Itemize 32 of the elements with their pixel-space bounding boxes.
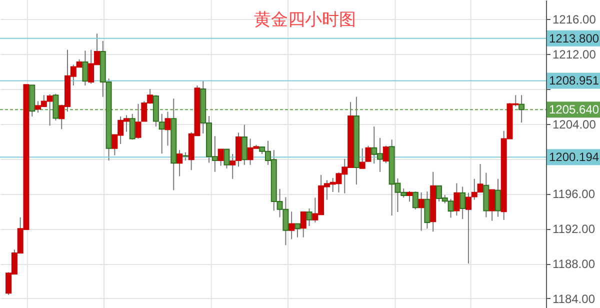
candlestick (218, 148, 224, 166)
ref-line-label: 1208.951 (549, 74, 600, 88)
candlestick (489, 189, 496, 222)
candlestick (382, 145, 389, 164)
candlestick (424, 191, 430, 230)
candlestick (176, 150, 183, 177)
candlestick (412, 191, 418, 210)
ref-line-label: 1200.194 (549, 150, 600, 164)
candlestick (460, 186, 466, 220)
candlestick (241, 124, 248, 166)
y-tick-label: 1184.00 (552, 292, 596, 306)
candlestick (300, 211, 306, 238)
candlestick (418, 192, 424, 232)
candlestick (224, 148, 230, 169)
candlestick (454, 182, 460, 216)
ref-line-label: 1205.640 (549, 102, 600, 117)
y-tick-label: 1204.00 (552, 117, 596, 132)
candlestick (406, 190, 413, 202)
y-tick-label: 1192.00 (552, 222, 596, 236)
candlestick (288, 211, 295, 240)
candlestick (164, 111, 171, 146)
candlestick (306, 208, 312, 226)
candlestick (294, 223, 300, 238)
candlestick (129, 113, 136, 140)
candlestick (494, 178, 501, 218)
y-tick-label: 1212.00 (552, 48, 596, 62)
text: 黄金四小时图 (254, 10, 356, 29)
y-tick-label: 1196.00 (552, 187, 596, 202)
ref-line-label: 1213.800 (549, 31, 600, 46)
candlestick (82, 50, 88, 86)
y-tick-label: 1216.00 (552, 12, 596, 27)
y-tick-label: 1188.00 (552, 257, 596, 271)
